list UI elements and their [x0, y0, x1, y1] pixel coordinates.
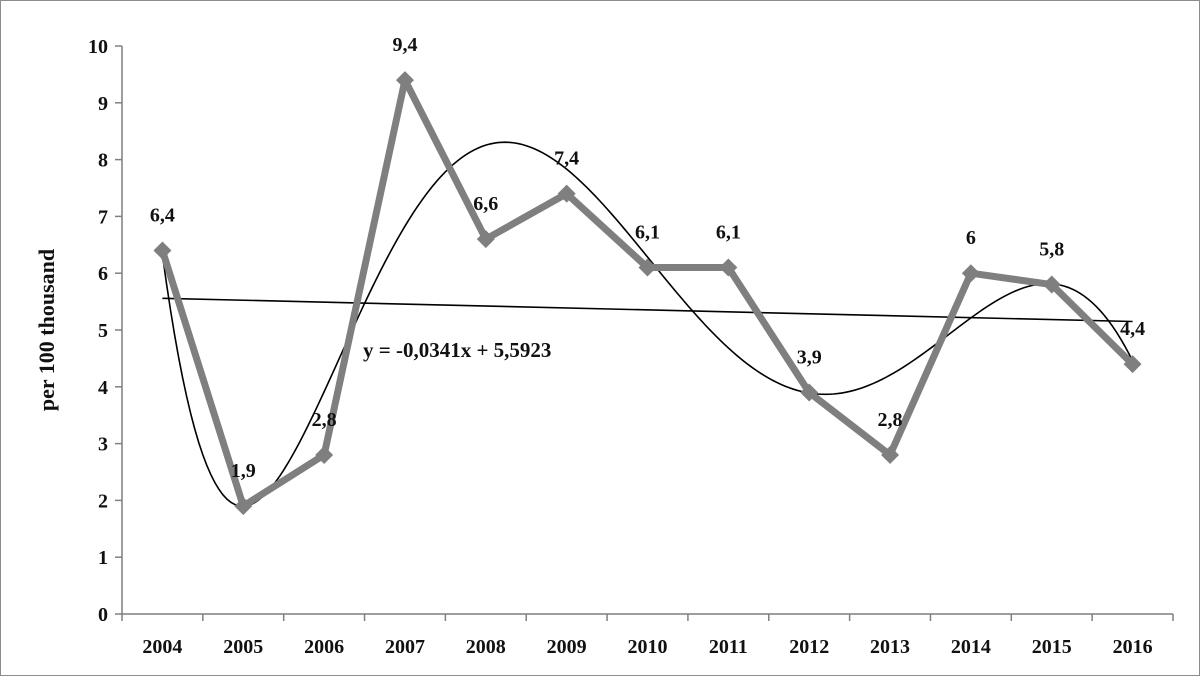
data-label: 1,9 — [231, 460, 256, 482]
axes: 0 1 2 3 4 5 6 7 8 9 10 2004 2005 2006 2007 2008 2009 2010… — [88, 36, 1174, 658]
data-point-marker — [881, 445, 900, 464]
data-label: 6,4 — [150, 204, 175, 226]
data-label: 2,8 — [878, 409, 903, 431]
data-point-marker — [1042, 275, 1061, 294]
y-tick-label: 5 — [98, 320, 108, 342]
x-tick-label: 2015 — [1032, 636, 1072, 658]
data-label: 6,1 — [635, 222, 660, 244]
x-tick-label: 2009 — [547, 636, 587, 658]
data-label: 5,8 — [1039, 239, 1064, 261]
y-tick-label: 1 — [98, 547, 108, 569]
data-label: 9,4 — [392, 34, 417, 56]
linear-trendline — [162, 297, 1133, 323]
series — [153, 71, 1142, 516]
y-axis-title: per 100 thousand — [34, 249, 59, 411]
data-point-marker — [234, 497, 253, 516]
y-tick-label: 2 — [98, 490, 108, 512]
data-label: 6 — [966, 227, 976, 249]
y-tick-label: 8 — [98, 150, 108, 172]
x-tick-label: 2012 — [789, 636, 829, 658]
y-tick-label: 4 — [98, 377, 108, 399]
trendlines — [161, 141, 1134, 508]
y-tick-label: 10 — [88, 36, 108, 58]
trendline-equation: y = -0,0341x + 5,5923 — [363, 338, 551, 362]
data-point-marker — [476, 230, 495, 249]
data-point-marker — [1123, 355, 1142, 374]
y-tick-label: 0 — [98, 604, 108, 626]
data-labels: 6,4 1,9 2,8 9,4 6,6 7,4 6,1 6,1 3,9 2,8 6 5,8 4,4 — [150, 34, 1145, 482]
data-point-marker — [961, 264, 980, 283]
data-point-marker — [557, 184, 576, 203]
data-point-marker — [395, 71, 414, 90]
data-point-marker — [719, 258, 738, 277]
y-tick-label: 6 — [98, 263, 108, 285]
x-tick-label: 2013 — [870, 636, 910, 658]
x-tick-label: 2014 — [951, 636, 991, 658]
x-tick-label: 2007 — [385, 636, 425, 658]
data-label: 2,8 — [312, 409, 337, 431]
data-label: 4,4 — [1120, 318, 1145, 340]
y-tick-label: 3 — [98, 434, 108, 456]
x-tick-label: 2011 — [709, 636, 748, 658]
x-tick-label: 2004 — [142, 636, 182, 658]
x-tick-label: 2005 — [223, 636, 263, 658]
data-point-marker — [315, 445, 334, 464]
data-label: 7,4 — [554, 148, 579, 170]
y-tick-label: 7 — [98, 206, 108, 228]
data-point-marker — [638, 258, 657, 277]
x-tick-label: 2016 — [1113, 636, 1153, 658]
data-point-marker — [800, 383, 819, 402]
x-tick-label: 2008 — [466, 636, 506, 658]
data-label: 6,1 — [716, 222, 741, 244]
x-tick-label: 2010 — [628, 636, 668, 658]
data-point-marker — [153, 241, 172, 260]
x-tick-label: 2006 — [304, 636, 344, 658]
polynomial-trendline — [161, 141, 1134, 508]
data-label: 3,9 — [797, 346, 822, 368]
data-label: 6,6 — [473, 193, 498, 215]
y-tick-label: 9 — [98, 93, 108, 115]
series-line — [158, 76, 1137, 510]
